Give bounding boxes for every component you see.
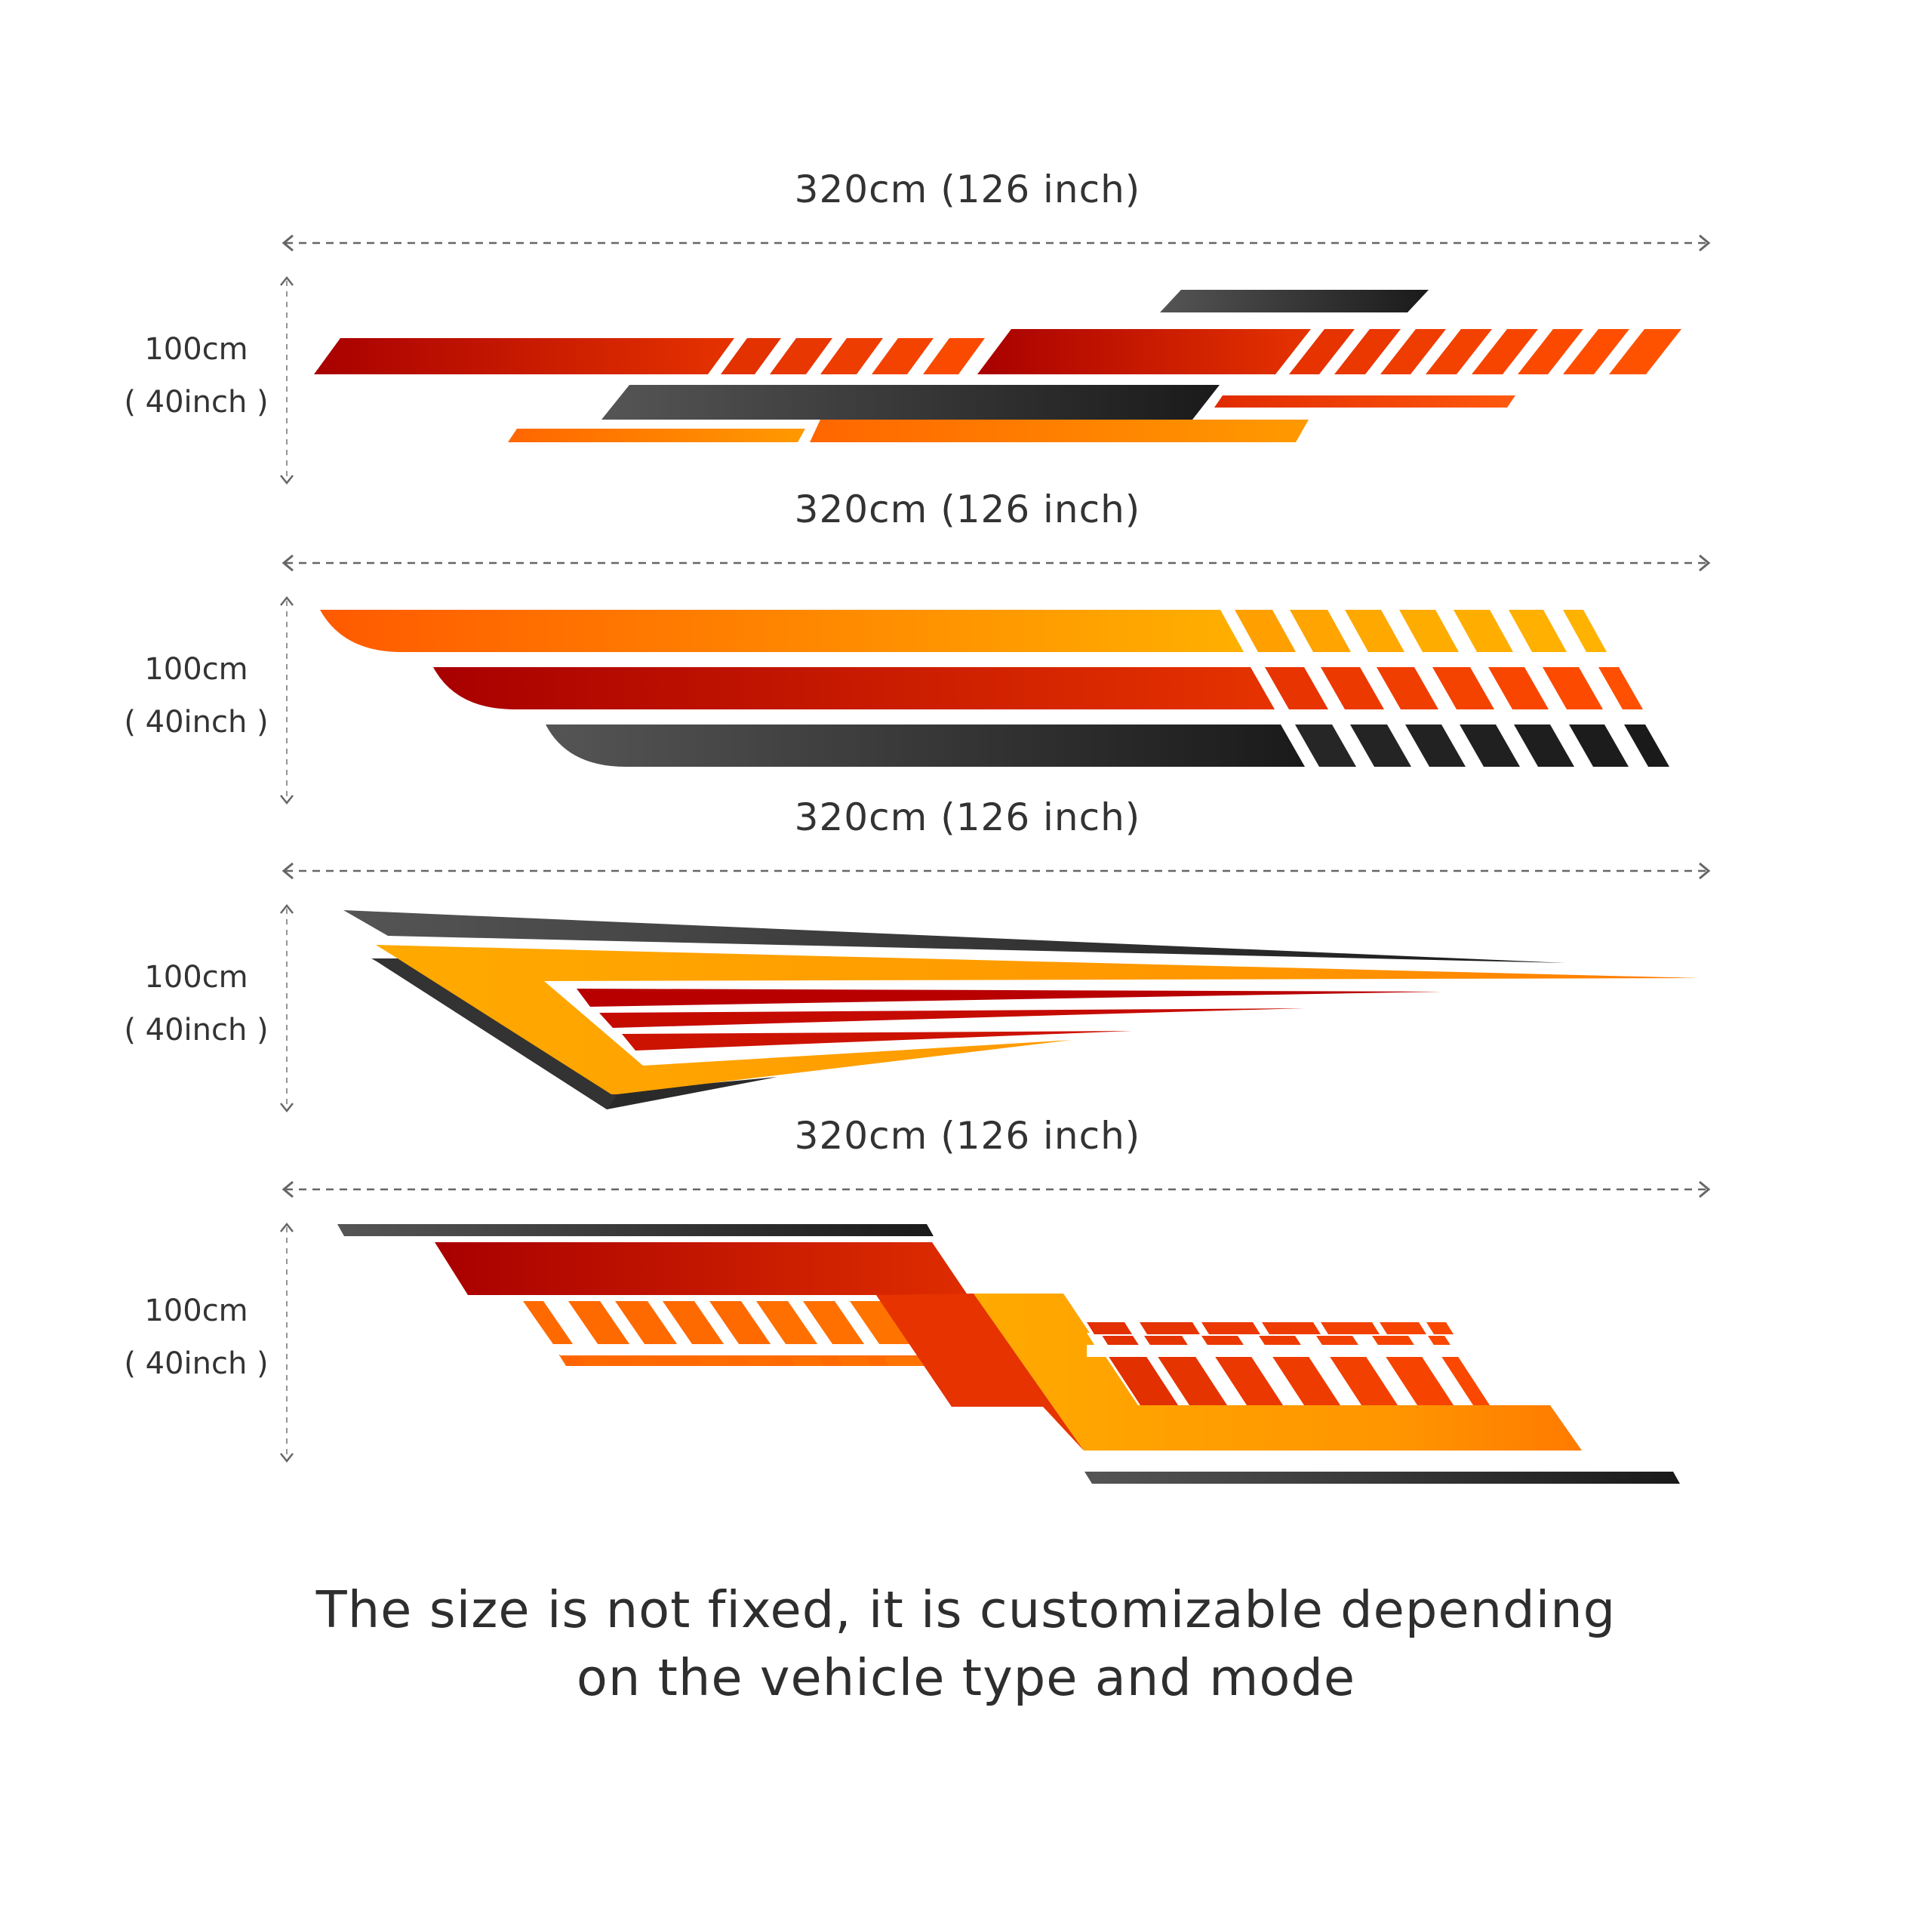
- panel-3-height-label: 100cm ( 40inch ): [98, 951, 294, 1057]
- panel-3-dimensions: [280, 862, 1711, 1113]
- panel-1-dimensions: [280, 234, 1711, 485]
- panel-3-height-inch: ( 40inch ): [124, 1013, 269, 1048]
- panel-4-height-label: 100cm ( 40inch ): [98, 1284, 294, 1390]
- panel-2-height-cm: 100cm: [144, 652, 248, 687]
- panel-2-height-label: 100cm ( 40inch ): [98, 643, 294, 749]
- panel-3-height-cm: 100cm: [144, 960, 248, 995]
- panel-3-width-label: 320cm (126 inch): [794, 795, 1141, 839]
- panel-1-height-cm: 100cm: [144, 332, 248, 367]
- size-caption: The size is not fixed, it is customizabl…: [0, 1576, 1932, 1712]
- panel-4-height-cm: 100cm: [144, 1294, 248, 1328]
- caption-line-1: The size is not fixed, it is customizabl…: [315, 1580, 1617, 1639]
- caption-line-2: on the vehicle type and mode: [576, 1648, 1356, 1707]
- panel-4-dimensions: [280, 1180, 1711, 1463]
- panel-2-width-label: 320cm (126 inch): [794, 488, 1141, 531]
- panel-4-decal: [337, 1224, 1680, 1484]
- panel-3-decal: [343, 910, 1700, 1109]
- panel-2-dimensions: [280, 554, 1711, 805]
- panel-2-decal: [320, 610, 1669, 767]
- panel-1-decal: [314, 290, 1681, 442]
- panel-1-width-label: 320cm (126 inch): [794, 168, 1141, 211]
- panel-1-height-label: 100cm ( 40inch ): [98, 323, 294, 429]
- panel-4-height-inch: ( 40inch ): [124, 1346, 269, 1381]
- panel-1-height-inch: ( 40inch ): [124, 385, 269, 420]
- panel-4-width-label: 320cm (126 inch): [794, 1114, 1141, 1158]
- panel-2-height-inch: ( 40inch ): [124, 705, 269, 740]
